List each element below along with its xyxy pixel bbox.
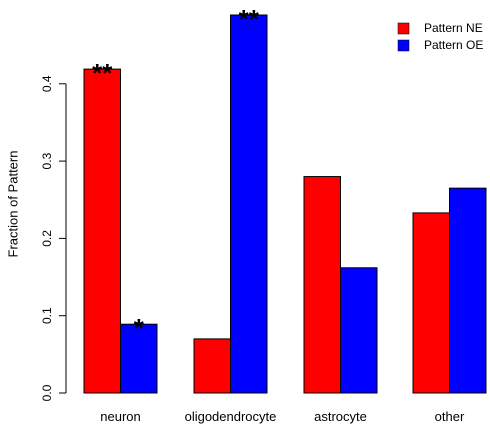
y-tick-label: 0.1 bbox=[40, 307, 54, 324]
y-axis: 0.0 0.1 0.2 0.3 0.4 bbox=[40, 75, 67, 401]
bar-pattern-ne-other bbox=[412, 212, 450, 394]
bar-pattern-ne-oligodendrocyte bbox=[193, 338, 231, 394]
significance-marker: ** bbox=[239, 4, 260, 34]
significance-marker: ** bbox=[92, 58, 113, 88]
bar-pattern-oe-neuron bbox=[120, 323, 158, 394]
bar-pattern-oe-astrocyte bbox=[340, 267, 378, 394]
y-tick-label: 0.0 bbox=[40, 384, 54, 401]
legend-swatch bbox=[397, 39, 410, 52]
bar-pattern-ne-astrocyte bbox=[303, 176, 341, 394]
legend-label: Pattern NE bbox=[424, 21, 483, 35]
legend-swatch bbox=[397, 22, 410, 35]
category-label: neuron bbox=[100, 409, 140, 424]
category-label: other bbox=[435, 409, 465, 424]
legend-label: Pattern OE bbox=[424, 38, 483, 52]
significance-marker: * bbox=[134, 313, 145, 343]
significance-annotations: ***** bbox=[92, 4, 260, 343]
y-tick-label: 0.4 bbox=[40, 75, 54, 92]
bar-pattern-ne-neuron bbox=[83, 68, 121, 394]
y-tick-label: 0.3 bbox=[40, 152, 54, 169]
bars bbox=[83, 14, 487, 394]
bar-pattern-oe-oligodendrocyte bbox=[230, 14, 268, 394]
bar-pattern-oe-other bbox=[449, 187, 487, 394]
legend: Pattern NE Pattern OE bbox=[397, 21, 483, 52]
category-label: oligodendrocyte bbox=[185, 409, 277, 424]
y-tick-label: 0.2 bbox=[40, 230, 54, 247]
y-ticks: 0.0 0.1 0.2 0.3 0.4 bbox=[40, 75, 66, 401]
category-label: astrocyte bbox=[314, 409, 367, 424]
category-labels: neuron oligodendrocyte astrocyte other bbox=[100, 409, 465, 424]
y-axis-title: Fraction of Pattern bbox=[6, 151, 21, 258]
